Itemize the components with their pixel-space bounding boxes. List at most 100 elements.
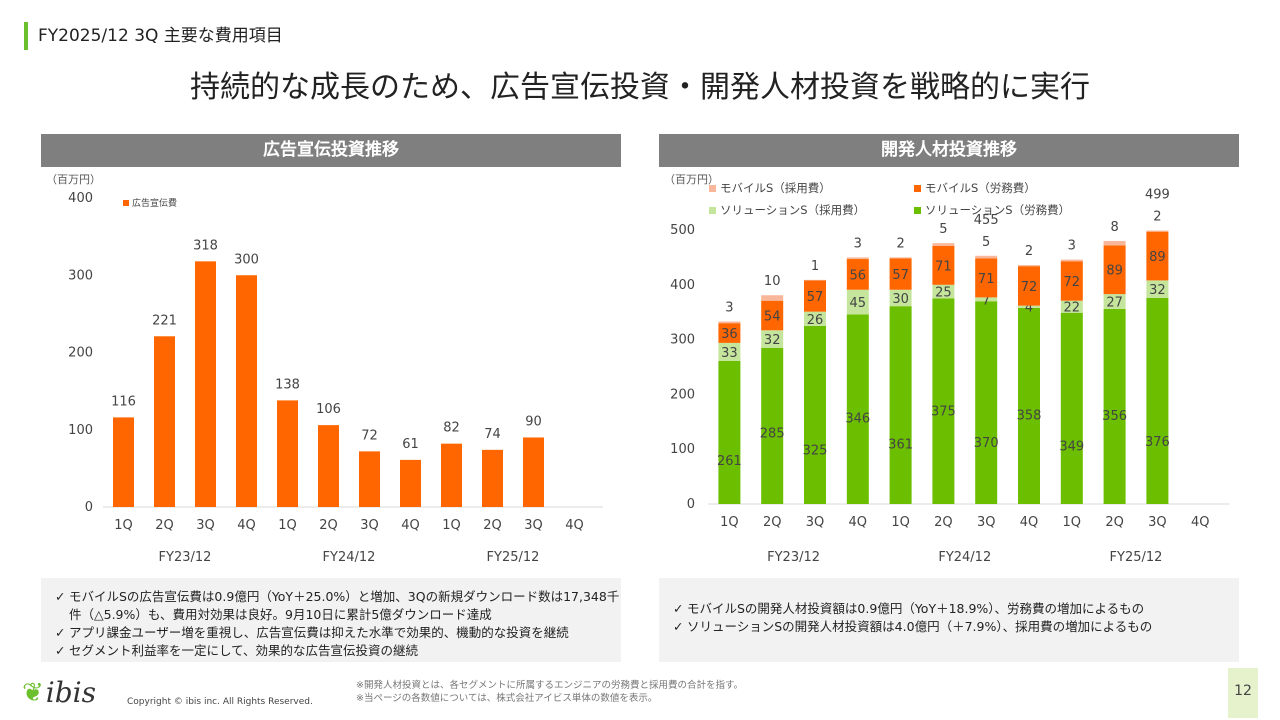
ad-ytick-label: 0 (85, 500, 93, 515)
dev-fiscal-year-label: FY24/12 (938, 550, 991, 565)
dev-fiscal-year-label: FY23/12 (767, 550, 820, 565)
dev-legend-label: モバイルS（採用費） (720, 181, 831, 195)
ad-fiscal-year-label: FY25/12 (487, 550, 540, 565)
ad-bar (195, 261, 216, 507)
dev-segment-value-label: 33 (721, 346, 738, 361)
dev-ytick-label: 0 (687, 497, 695, 512)
dev-bar-segment (1146, 230, 1169, 232)
dev-segment-value-label: 5 (939, 222, 947, 237)
ad-bar (236, 275, 257, 507)
dev-segment-value-label: 346 (845, 412, 870, 427)
logo-leaf-icon: ❦ (22, 677, 44, 708)
ad-chart-heading: 広告宣伝投資推移 (41, 134, 621, 167)
copyright: Copyright © ibis inc. All Rights Reserve… (127, 697, 313, 707)
dev-segment-value-label: 356 (1102, 409, 1127, 424)
ad-xtick-label: 4Q (237, 518, 256, 533)
dev-segment-value-label: 7 (982, 293, 990, 308)
ad-xtick-label: 3Q (524, 518, 543, 533)
dev-total-label: 455 (974, 213, 999, 228)
dev-segment-value-label: 27 (1106, 296, 1123, 311)
ad-bar-value-label: 82 (443, 421, 460, 436)
dev-ytick-label: 500 (670, 223, 695, 238)
ad-bar-value-label: 72 (361, 428, 378, 443)
ad-xtick-label: 2Q (483, 518, 502, 533)
ad-xtick-label: 1Q (442, 518, 461, 533)
dev-bar-segment (1060, 261, 1083, 301)
ad-xtick-label: 1Q (278, 518, 297, 533)
dev-bar-segment (1018, 305, 1040, 308)
dev-segment-value-label: 57 (807, 290, 824, 305)
dev-fiscal-year-label: FY25/12 (1110, 550, 1163, 565)
dev-xtick-label: 4Q (849, 515, 868, 530)
ad-bar-value-label: 318 (193, 238, 218, 253)
dev-segment-value-label: 361 (888, 438, 913, 453)
dev-bar-segment (1146, 280, 1169, 298)
ad-legend-label: 広告宣伝費 (132, 197, 177, 209)
dev-bar-segment (975, 297, 998, 302)
dev-segment-value-label: 5 (982, 235, 990, 250)
dev-bar-segment (889, 306, 912, 504)
dev-bar-segment (718, 321, 741, 324)
footnote-2: ※当ページの各数値については、株式会社アイビス単体の数値を表示。 (356, 693, 658, 704)
dev-segment-value-label: 32 (1149, 283, 1166, 298)
footnote-1: ※開発人材投資とは、各セグメントに所属するエンジニアの労務費と採用費の合計を指す… (356, 680, 744, 691)
dev-bar-segment (932, 245, 955, 285)
ad-xtick-label: 3Q (196, 518, 215, 533)
dev-bar-segment (1060, 300, 1083, 313)
ad-spend-chart-svg: （百万円） 広告宣伝費 0 100 200 300 400 116 1Q 221 2Q 318 3Q 30… (46, 173, 603, 565)
dev-segment-value-label: 376 (1145, 435, 1170, 450)
dev-bar-segment (1018, 265, 1040, 267)
ad-fiscal-year-label: FY23/12 (159, 550, 212, 565)
dev-bar-segment (1018, 266, 1040, 306)
ad-legend-swatch (123, 200, 129, 206)
dev-bar-segment (1060, 259, 1083, 262)
dev-segment-value-label: 4 (1025, 301, 1033, 316)
dev-bar-segment (846, 259, 869, 290)
dev-bar-segment (761, 330, 784, 348)
dev-segment-value-label: 3 (725, 301, 733, 316)
ad-bar-value-label: 74 (484, 427, 501, 442)
dev-bar-segment (889, 289, 912, 307)
dev-xtick-label: 1Q (720, 515, 739, 530)
dev-segment-value-label: 358 (1017, 409, 1042, 424)
dev-bar-segment (889, 258, 912, 290)
dev-bar-segment (804, 311, 826, 326)
ad-bar (441, 443, 462, 507)
dev-bar-segment (1103, 294, 1126, 309)
dev-bar-segment (1103, 245, 1126, 295)
dev-investment-chart: （百万円） モバイルS（採用費） モバイルS（労務費） ソリューションS（採用費） ソリ… (659, 168, 1239, 573)
dev-segment-value-label: 22 (1064, 301, 1081, 316)
dev-ytick-label: 400 (670, 278, 695, 293)
ad-xtick-label: 4Q (565, 518, 584, 533)
dev-segment-value-label: 89 (1106, 264, 1123, 279)
dev-xtick-label: 3Q (977, 515, 996, 530)
dev-segment-value-label: 45 (850, 296, 867, 311)
page-title: 持続的な成長のため、広告宣伝投資・開発人材投資を戦略的に実行 (190, 70, 1090, 105)
ad-xtick-label: 2Q (155, 518, 174, 533)
dev-segment-value-label: 32 (764, 333, 781, 348)
footnotes: ※開発人材投資とは、各セグメントに所属するエンジニアの労務費と採用費の合計を指す… (356, 679, 743, 705)
dev-segment-value-label: 3 (854, 236, 862, 251)
dev-bar-segment (1060, 312, 1083, 504)
dev-bar-segment (975, 255, 998, 259)
dev-xtick-label: 2Q (763, 515, 782, 530)
page-number: 12 (1228, 668, 1258, 718)
dev-legend-swatch (709, 185, 716, 192)
dev-ytick-label: 300 (670, 333, 695, 348)
ad-xtick-label: 3Q (360, 518, 379, 533)
ad-bar (482, 449, 503, 507)
ad-xtick-label: 1Q (114, 518, 133, 533)
ad-ytick-label: 200 (68, 346, 93, 361)
ad-spend-chart: （百万円） 広告宣伝費 0 100 200 300 400 116 1Q 221 2Q 318 3Q 30… (41, 168, 621, 573)
dev-segment-value-label: 26 (807, 313, 824, 328)
ad-bar (154, 336, 175, 507)
ad-bar-value-label: 90 (525, 414, 542, 429)
ad-note-3: セグメント利益率を一定にして、効果的な広告宣伝投資の継続 (55, 642, 621, 660)
ad-ytick-label: 300 (68, 268, 93, 283)
dev-segment-value-label: 2 (896, 236, 904, 251)
dev-segment-value-label: 3 (1068, 239, 1076, 254)
dev-notes: モバイルSの開発人材投資額は0.9億円（YoY＋18.9%）、労務費の増加による… (659, 578, 1239, 662)
dev-total-label: 499 (1145, 188, 1170, 203)
dev-segment-value-label: 71 (978, 272, 995, 287)
ad-bar-value-label: 116 (111, 394, 136, 409)
